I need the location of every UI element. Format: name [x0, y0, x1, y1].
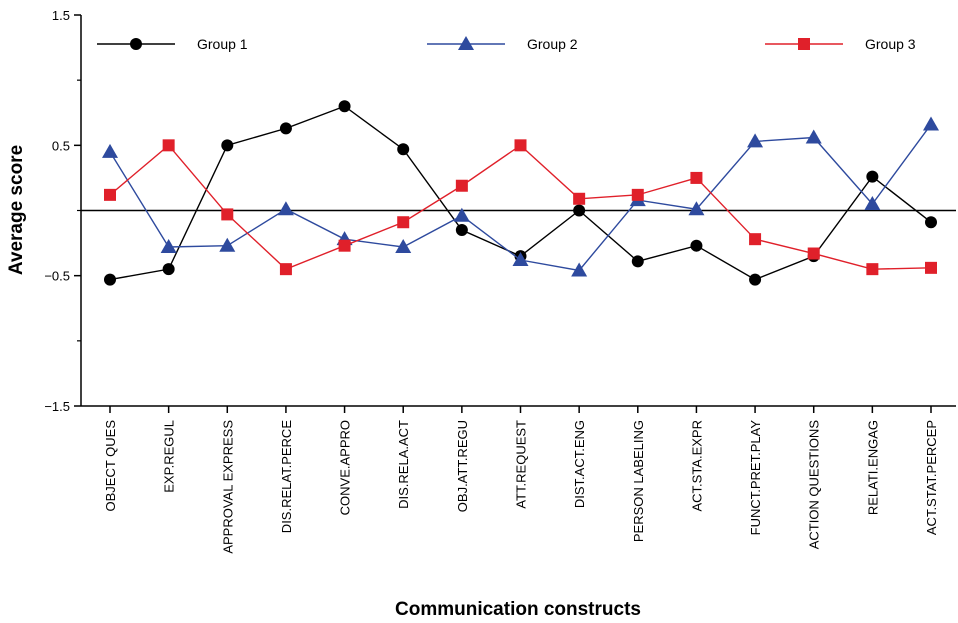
data-point-group-2 [805, 129, 822, 144]
data-point-group-2 [923, 116, 939, 131]
data-point-group-1 [397, 143, 410, 156]
data-point-group-3 [749, 233, 762, 246]
y-tick-label: −0.5 [44, 269, 70, 284]
data-point-group-1 [749, 273, 762, 286]
x-axis-title: Communication constructs [395, 599, 641, 620]
legend-label-group-2: Group 2 [527, 36, 578, 52]
data-point-group-1 [925, 216, 937, 229]
data-point-group-3 [279, 263, 292, 276]
x-tick-label: DIS.RELA.ACT [396, 420, 411, 509]
data-point-group-1 [690, 239, 703, 252]
series-group [102, 100, 939, 286]
data-point-group-1 [631, 255, 644, 268]
x-tick-label: ATT.REQUEST [514, 420, 529, 509]
data-point-group-3 [631, 188, 644, 201]
data-point-group-1 [221, 139, 234, 152]
x-tick-label: ACTION QUESTIONS [807, 420, 822, 550]
data-point-group-2 [219, 237, 236, 252]
data-point-group-3 [925, 261, 937, 274]
data-point-group-3 [514, 139, 527, 152]
legend-marker-group-2 [458, 36, 474, 50]
data-point-group-1 [162, 263, 175, 276]
series-group-3 [104, 139, 937, 276]
data-point-group-1 [455, 224, 468, 237]
x-tick-label: ACT.STAT.PERCEP [924, 420, 939, 535]
y-tick-label: 1.5 [52, 8, 70, 23]
data-point-group-2 [160, 238, 177, 253]
data-point-group-1 [104, 273, 116, 286]
x-tick-label: PERSON LABELING [631, 420, 646, 542]
x-tick-label: EXP.REGUL [162, 420, 177, 493]
y-tick-label: 0.5 [52, 138, 70, 153]
data-point-group-2 [277, 201, 294, 216]
legend-item-group-3: Group 3 [765, 36, 916, 52]
data-point-group-3 [866, 263, 879, 276]
data-point-group-3 [455, 179, 468, 192]
data-point-group-3 [807, 247, 820, 260]
data-point-group-3 [221, 208, 234, 221]
data-point-group-2 [688, 201, 705, 216]
x-tick-label: RELATI.ENGAG [865, 420, 880, 515]
data-point-group-2 [512, 252, 529, 267]
x-tick-label: FUNCT.PRET.PLAY [748, 420, 763, 536]
data-point-group-1 [338, 100, 351, 113]
x-tick-label: CONVE.APPRO [338, 420, 353, 515]
data-point-group-2 [864, 195, 881, 210]
x-tick-label: ACT.STA.EXPR [689, 420, 704, 512]
legend-label-group-1: Group 1 [197, 36, 248, 52]
x-tick-label: APPROVAL EXPRESS [220, 420, 235, 554]
data-point-group-2 [747, 133, 764, 148]
data-point-group-2 [453, 207, 470, 222]
x-tick-label: OBJECT QUES [103, 420, 118, 512]
y-tick-label: −1.5 [44, 399, 70, 414]
x-tick-label: OBJ.ATT.REGU [455, 420, 470, 512]
axes: −1.5 −0.5 0.5 1.5 OBJECT QUES EXP.REGUL APPROV… [44, 8, 956, 554]
data-point-group-3 [573, 192, 586, 205]
data-point-group-1 [573, 204, 586, 217]
legend-marker-group-1 [130, 38, 142, 50]
data-point-group-3 [690, 171, 703, 184]
legend: Group 1 Group 2 Group 3 [97, 36, 916, 52]
legend-label-group-3: Group 3 [865, 36, 916, 52]
legend-item-group-1: Group 1 [97, 36, 248, 52]
x-tick-label: DIS.RELAT.PERCE [279, 420, 294, 534]
legend-marker-group-3 [798, 38, 810, 50]
data-point-group-3 [338, 239, 351, 252]
data-point-group-2 [102, 143, 118, 158]
data-point-group-2 [571, 262, 588, 277]
data-point-group-3 [104, 188, 116, 201]
data-point-group-1 [866, 170, 879, 183]
data-point-group-3 [397, 216, 410, 229]
data-point-group-1 [279, 122, 292, 135]
data-point-group-2 [395, 238, 412, 253]
y-axis-title: Average score [6, 145, 27, 275]
legend-item-group-2: Group 2 [427, 36, 578, 52]
data-point-group-3 [162, 139, 175, 152]
x-tick-label: DIST.ACT.ENG [572, 420, 587, 508]
